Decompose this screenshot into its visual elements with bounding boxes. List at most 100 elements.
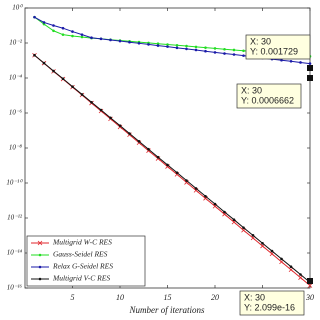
legend-label: Relax G-Seidel RES xyxy=(52,262,113,271)
datatip-text: X: 30 xyxy=(250,36,271,46)
marker xyxy=(117,124,123,130)
legend-box xyxy=(26,235,146,287)
marker xyxy=(166,163,169,167)
marker xyxy=(185,47,188,51)
x-tick-label: 15 xyxy=(164,293,172,302)
marker xyxy=(213,51,217,54)
marker xyxy=(261,241,264,245)
marker xyxy=(204,194,207,198)
datatip-text: Y: 0.0006662 xyxy=(241,95,294,105)
marker xyxy=(128,40,131,44)
x-tick-label: 20 xyxy=(211,293,219,302)
legend-label: Multigrid W-C RES xyxy=(52,238,112,247)
legend-marker xyxy=(38,253,42,257)
marker xyxy=(42,61,46,65)
marker xyxy=(71,85,74,88)
marker xyxy=(52,29,55,33)
marker xyxy=(80,33,84,36)
datatip-text: X: 30 xyxy=(241,85,262,95)
y-tick-label: 10⁻⁴ xyxy=(9,74,23,82)
marker xyxy=(147,43,150,46)
datatip-point xyxy=(307,65,313,71)
marker xyxy=(71,30,74,33)
x-tick-label: 30 xyxy=(305,293,314,302)
marker xyxy=(128,132,131,135)
datatip-text: Y: 2.099e-16 xyxy=(244,302,295,312)
marker xyxy=(137,140,141,143)
datatip-point xyxy=(307,278,313,284)
marker xyxy=(155,156,161,161)
marker xyxy=(109,116,112,120)
marker xyxy=(299,273,302,276)
marker xyxy=(61,26,65,30)
marker xyxy=(194,48,198,52)
marker xyxy=(118,39,122,43)
marker xyxy=(204,49,207,53)
marker xyxy=(90,36,93,40)
y-tick-label: 10⁻¹⁶ xyxy=(7,284,23,292)
marker xyxy=(118,124,122,127)
legend-marker xyxy=(37,240,43,246)
y-tick-label: 10⁻¹² xyxy=(7,214,23,222)
y-tick-label: 10⁻¹⁴ xyxy=(7,249,23,257)
marker xyxy=(223,47,226,51)
marker xyxy=(175,43,179,47)
marker xyxy=(80,93,84,96)
marker xyxy=(166,43,169,46)
marker xyxy=(251,234,255,237)
marker xyxy=(308,62,312,65)
marker xyxy=(232,53,236,56)
datatip-box xyxy=(245,34,311,60)
x-axis-label: Number of iterations xyxy=(128,305,204,315)
marker xyxy=(175,171,179,174)
marker xyxy=(223,52,226,55)
marker xyxy=(242,54,245,57)
marker xyxy=(52,69,55,73)
legend-marker xyxy=(38,277,42,281)
marker xyxy=(280,58,283,62)
marker xyxy=(52,24,55,27)
marker xyxy=(270,249,274,253)
marker xyxy=(156,42,160,46)
marker xyxy=(223,210,226,214)
marker xyxy=(242,226,245,229)
marker xyxy=(71,34,74,38)
marker xyxy=(194,187,198,190)
marker xyxy=(174,172,180,177)
legend-label: Multigrid V-C RES xyxy=(52,274,110,283)
marker xyxy=(90,100,93,104)
marker xyxy=(146,148,151,153)
y-tick-label: 10⁻⁶ xyxy=(9,109,23,117)
marker xyxy=(80,35,84,39)
marker xyxy=(242,49,245,53)
marker xyxy=(289,265,293,268)
y-tick-label: 10⁻² xyxy=(9,39,23,47)
marker xyxy=(289,60,293,63)
x-tick-label: 5 xyxy=(71,293,75,302)
datatip-text: X: 30 xyxy=(244,292,265,302)
marker xyxy=(288,267,294,273)
marker xyxy=(185,179,188,182)
datatip-text: Y: 0.001729 xyxy=(250,46,298,56)
marker xyxy=(194,45,198,49)
marker xyxy=(213,202,217,206)
marker xyxy=(33,15,36,19)
legend-label: Gauss-Seidel RES xyxy=(53,250,108,259)
marker xyxy=(165,164,170,169)
y-tick-label: 10⁰ xyxy=(12,4,23,12)
marker xyxy=(232,48,236,52)
marker xyxy=(61,33,65,36)
marker xyxy=(109,38,112,42)
x-tick-label: 10 xyxy=(116,293,124,302)
y-tick-label: 10⁻¹⁰ xyxy=(6,179,23,187)
marker xyxy=(299,61,302,64)
marker xyxy=(99,37,103,41)
datatip-box xyxy=(236,83,302,109)
marker xyxy=(185,44,188,48)
marker xyxy=(61,77,65,81)
marker xyxy=(280,257,283,261)
series-line xyxy=(34,54,311,283)
datatip-box xyxy=(239,290,305,316)
